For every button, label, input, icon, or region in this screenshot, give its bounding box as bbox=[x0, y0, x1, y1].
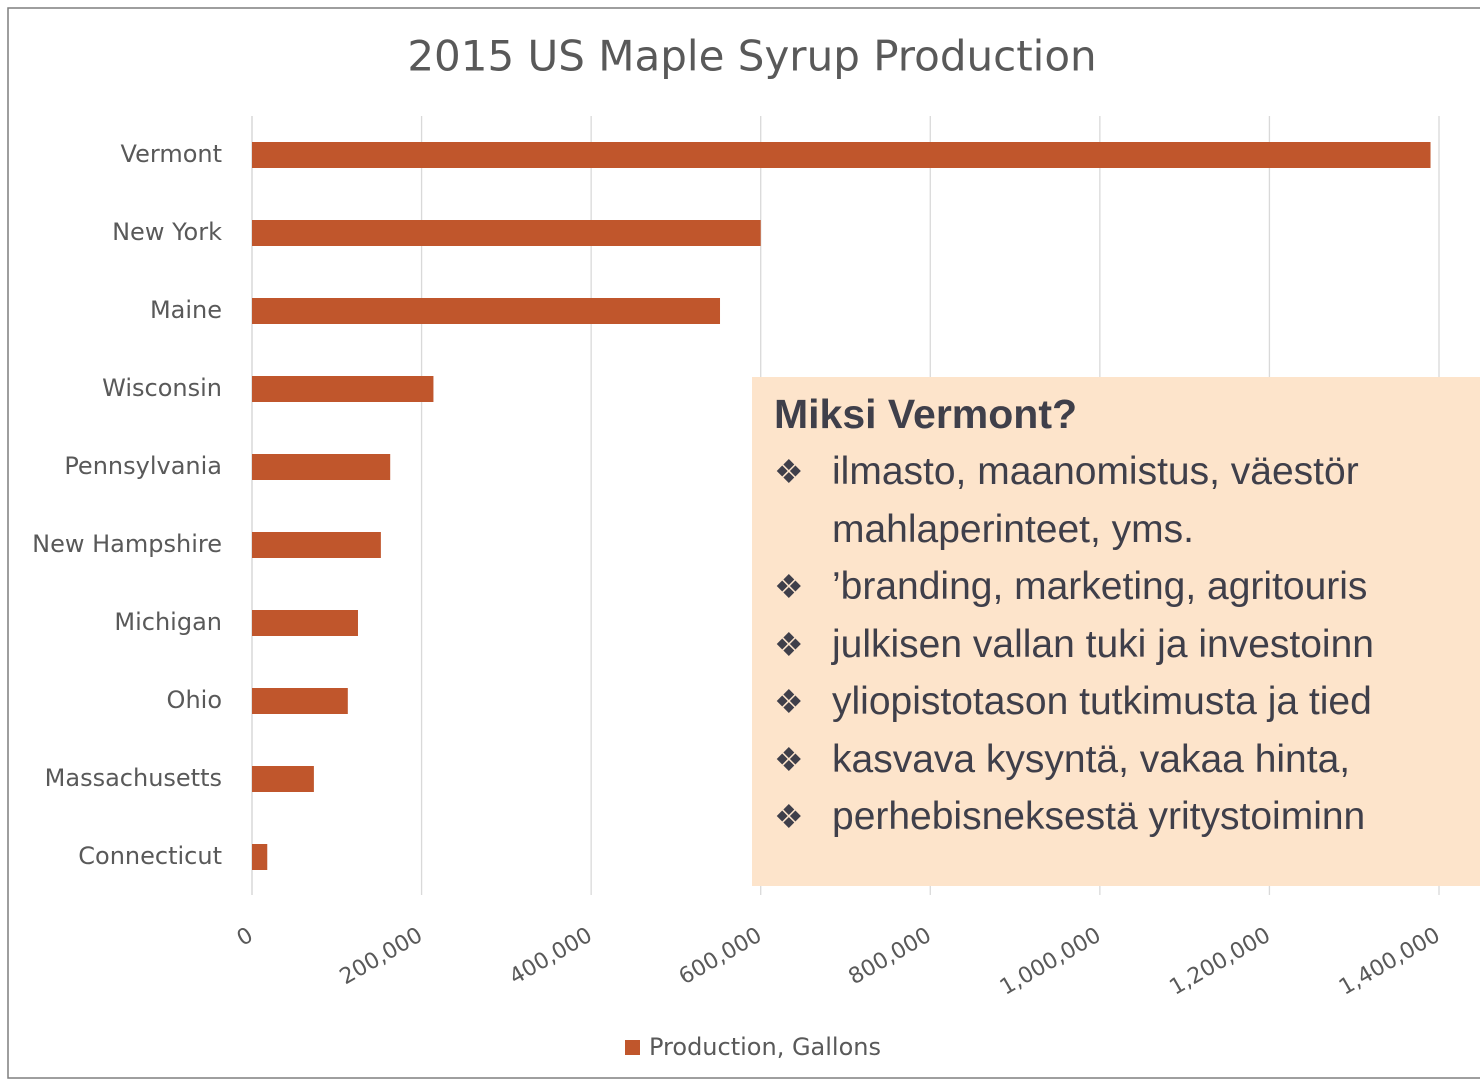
bar bbox=[252, 844, 268, 870]
bullet-text: yliopistotason tutkimusta ja tied bbox=[832, 680, 1372, 723]
bullet-text: ’branding, marketing, agritouris bbox=[832, 565, 1368, 608]
y-tick-label: Maine bbox=[150, 296, 222, 324]
bar bbox=[252, 298, 721, 324]
bar bbox=[252, 454, 391, 480]
chart-title: 2015 US Maple Syrup Production bbox=[407, 32, 1096, 81]
bullet-icon: ❖ bbox=[774, 453, 804, 490]
y-tick-label: Massachusetts bbox=[45, 764, 222, 792]
bar bbox=[252, 376, 434, 402]
text-box-title: Miksi Vermont? bbox=[774, 391, 1078, 437]
bullet-text: ilmasto, maanomistus, väestör bbox=[832, 450, 1359, 493]
bar bbox=[252, 142, 1431, 168]
bullet-text: mahlaperinteet, yms. bbox=[832, 507, 1194, 551]
y-tick-label: Wisconsin bbox=[102, 374, 222, 402]
bullet-icon: ❖ bbox=[774, 683, 804, 720]
bullet-text: perhebisneksestä yritystoiminn bbox=[832, 795, 1366, 838]
bar bbox=[252, 220, 761, 246]
y-tick-label: New York bbox=[112, 218, 222, 246]
bullet-text: julkisen vallan tuki ja investoinn bbox=[832, 622, 1374, 666]
y-tick-label: Ohio bbox=[167, 686, 222, 714]
y-tick-label: Vermont bbox=[121, 140, 222, 168]
y-tick-label: New Hampshire bbox=[32, 530, 222, 558]
bar bbox=[252, 766, 314, 792]
text-box: Miksi Vermont? ❖ ilmasto, maanomistus, vä… bbox=[752, 377, 1480, 886]
bullet-icon: ❖ bbox=[774, 625, 804, 663]
bar bbox=[252, 532, 381, 558]
y-tick-label: Connecticut bbox=[78, 842, 222, 870]
y-tick-label: Pennsylvania bbox=[64, 452, 222, 480]
bar bbox=[252, 688, 348, 714]
bullet-text: kasvava kysyntä, vakaa hinta, bbox=[832, 737, 1351, 781]
legend-label: Production, Gallons bbox=[649, 1033, 881, 1061]
bullet-icon: ❖ bbox=[774, 798, 804, 835]
legend-swatch bbox=[625, 1040, 640, 1055]
bar bbox=[252, 610, 358, 636]
y-tick-label: Michigan bbox=[114, 608, 222, 636]
bullet-icon: ❖ bbox=[774, 740, 804, 778]
bullet-icon: ❖ bbox=[774, 568, 804, 605]
